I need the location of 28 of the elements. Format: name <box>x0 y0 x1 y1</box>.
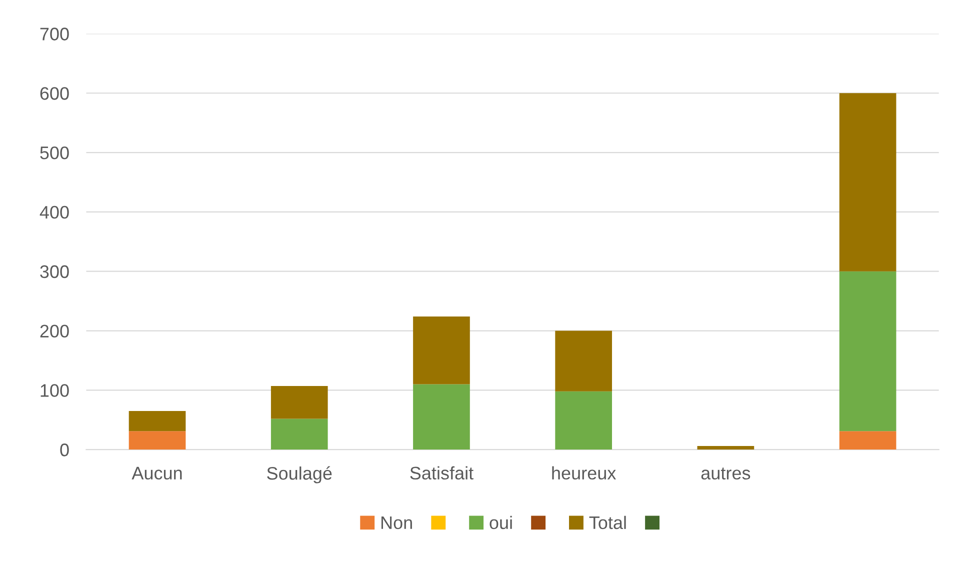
y-tick-label: 700 <box>40 28 69 40</box>
bar <box>839 271 896 432</box>
bar <box>270 386 328 419</box>
bar <box>555 330 612 392</box>
y-tick-label: 600 <box>40 87 69 100</box>
legend-label: oui <box>490 516 512 530</box>
bar <box>413 316 470 384</box>
x-tick-label: heureux <box>552 466 616 480</box>
legend-label: Total <box>589 516 626 530</box>
bar <box>555 391 612 450</box>
bar <box>270 418 328 450</box>
y-tick-label: 400 <box>40 206 69 219</box>
x-tick-label: Aucun <box>132 466 182 480</box>
bar <box>839 93 896 272</box>
bar <box>697 446 754 450</box>
bar <box>128 410 186 432</box>
bar <box>128 431 186 450</box>
y-tick-label: 300 <box>40 265 69 278</box>
x-tick-label: Satisfait <box>410 466 474 480</box>
x-tick-label: Soulagé <box>267 466 332 484</box>
y-tick-label: 500 <box>40 146 69 160</box>
bar <box>839 431 896 450</box>
y-tick-label: 100 <box>40 384 69 397</box>
y-tick-label: 200 <box>40 324 69 338</box>
y-tick-label: 0 <box>60 444 69 456</box>
bar <box>413 384 470 450</box>
x-tick-label: autres <box>701 468 750 480</box>
legend-label: Non <box>381 516 412 530</box>
